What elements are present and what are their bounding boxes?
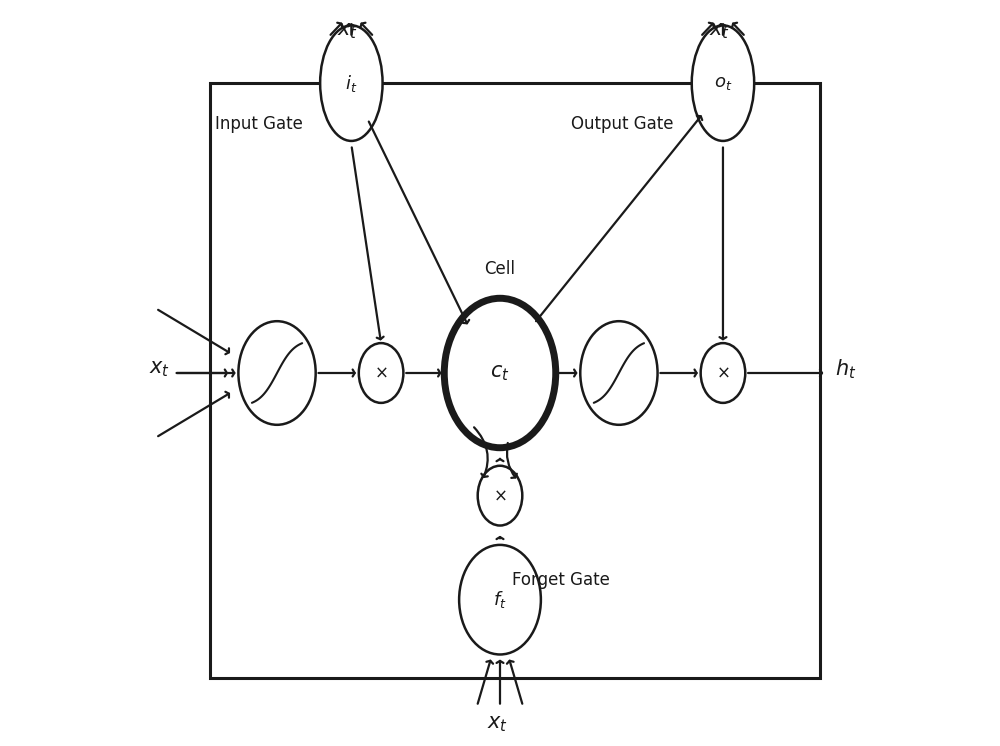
Text: $o_t$: $o_t$ xyxy=(714,74,732,93)
Ellipse shape xyxy=(580,322,658,424)
Text: Output Gate: Output Gate xyxy=(571,115,674,133)
Ellipse shape xyxy=(320,25,383,141)
Text: $c_t$: $c_t$ xyxy=(490,363,510,383)
Text: $x_t$: $x_t$ xyxy=(487,714,508,734)
Ellipse shape xyxy=(692,25,754,141)
Text: $x_t$: $x_t$ xyxy=(709,21,730,41)
Text: $x_t$: $x_t$ xyxy=(337,21,358,41)
FancyArrowPatch shape xyxy=(474,427,488,477)
Text: $\times$: $\times$ xyxy=(493,486,507,504)
Text: $\times$: $\times$ xyxy=(716,364,730,382)
Text: $x_t$: $x_t$ xyxy=(149,360,170,379)
Text: $\times$: $\times$ xyxy=(374,364,388,382)
Ellipse shape xyxy=(459,545,541,654)
Ellipse shape xyxy=(359,343,403,403)
Text: Cell: Cell xyxy=(484,260,516,278)
Ellipse shape xyxy=(238,322,316,424)
FancyArrowPatch shape xyxy=(507,443,517,478)
Text: $h_t$: $h_t$ xyxy=(835,357,856,381)
Text: Input Gate: Input Gate xyxy=(215,115,302,133)
Bar xyxy=(210,83,820,677)
Text: Forget Gate: Forget Gate xyxy=(512,571,610,589)
Text: $i_t$: $i_t$ xyxy=(345,72,358,94)
Ellipse shape xyxy=(701,343,745,403)
Ellipse shape xyxy=(478,466,522,525)
Text: $f_t$: $f_t$ xyxy=(493,589,507,610)
Ellipse shape xyxy=(444,298,556,448)
